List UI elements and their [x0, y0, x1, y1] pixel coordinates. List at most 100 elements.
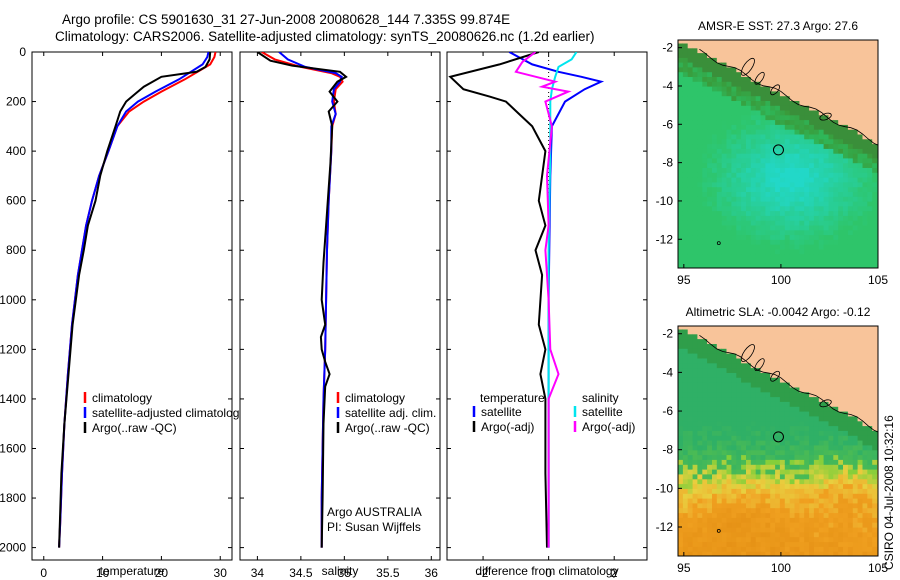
map-cell [712, 343, 718, 349]
map-cell [857, 71, 864, 77]
map-cell [838, 114, 844, 121]
map-cell [716, 258, 723, 264]
map-cell [746, 177, 752, 183]
map-cell [746, 114, 752, 121]
map-cell [823, 234, 830, 240]
map-cell [823, 224, 830, 231]
map-cell [707, 353, 713, 359]
map-cell [712, 502, 718, 509]
map-cell [682, 215, 689, 221]
map-cell [852, 105, 859, 111]
map-cell [799, 420, 805, 427]
map-cell [741, 224, 747, 231]
map-cell [828, 138, 834, 145]
map-cell [716, 357, 723, 364]
map-cell [687, 507, 694, 514]
map-cell [823, 362, 830, 369]
map-cell [692, 191, 699, 197]
map-cell [823, 430, 830, 436]
map-cell [678, 522, 684, 528]
map-cell [809, 229, 815, 236]
map-cell [770, 459, 776, 465]
map-cell [750, 143, 757, 149]
map-cell [746, 143, 752, 149]
map-cell [682, 66, 689, 73]
map-cell [697, 181, 703, 188]
map-cell [804, 138, 810, 145]
map-cell [692, 229, 699, 236]
map-cell [804, 478, 810, 485]
map-cell [818, 62, 825, 68]
map-cell [750, 440, 757, 446]
map-cell [843, 464, 849, 470]
map-cell [867, 90, 873, 97]
map-cell [687, 326, 694, 330]
map-cell [746, 401, 752, 407]
map-cell [750, 57, 757, 63]
map-cell [872, 210, 878, 216]
map-cell [692, 167, 699, 173]
map-cell [755, 493, 762, 499]
map-cell [702, 224, 708, 231]
map-cell [707, 186, 713, 192]
map-cell [872, 66, 878, 73]
map-cell [760, 512, 766, 518]
map-cell [678, 435, 684, 441]
map-cell [687, 157, 694, 164]
map-cell [784, 153, 791, 159]
map-cell [843, 386, 849, 393]
map-cell [707, 493, 713, 499]
map-cell [746, 536, 752, 543]
map-cell [857, 133, 864, 140]
map-cell [760, 449, 766, 456]
map-cell [692, 391, 699, 398]
map-cell [687, 205, 694, 212]
map-cell [799, 124, 805, 130]
map-cell [692, 114, 699, 121]
map-cell [794, 263, 800, 268]
map-cell [755, 258, 762, 264]
map-cell [872, 76, 878, 82]
map-cell [750, 357, 757, 364]
map-cell [794, 124, 800, 130]
map-cell [755, 401, 762, 407]
map-cell [818, 536, 825, 543]
map-cell [746, 493, 752, 499]
x-tick-label: 30 [214, 566, 228, 580]
map-cell [838, 469, 844, 475]
map-cell [697, 551, 703, 556]
map-cell [697, 90, 703, 97]
sla_map-title: Altimetric SLA: -0.0042 Argo: -0.12 [686, 305, 871, 319]
map-cell [784, 114, 791, 121]
map-cell [736, 391, 742, 398]
map-cell [760, 124, 766, 130]
map-cell [818, 248, 825, 255]
map-cell [755, 372, 762, 378]
map-cell [692, 512, 699, 518]
map-cell [765, 415, 771, 422]
map-cell [726, 66, 732, 73]
map-cell [678, 440, 684, 446]
x-tick-label: 10 [96, 566, 110, 580]
map-cell [755, 406, 762, 412]
map-cell [712, 157, 718, 164]
map-cell [872, 191, 878, 197]
map-cell [833, 527, 839, 533]
map-cell [813, 406, 820, 412]
map-cell [843, 119, 849, 125]
map-cell [862, 215, 868, 221]
map-cell [779, 258, 786, 264]
map-cell [833, 124, 839, 130]
map-cell [741, 498, 747, 504]
map-cell [818, 215, 825, 221]
map-cell [799, 546, 805, 552]
map-cell [789, 224, 796, 231]
map-cell [770, 333, 776, 340]
map-cell [862, 167, 868, 173]
map-cell [779, 469, 786, 475]
map-cell [794, 401, 800, 407]
map-cell [857, 551, 864, 556]
map-cell [760, 483, 766, 489]
map-cell [716, 47, 723, 54]
map-cell [833, 229, 839, 236]
